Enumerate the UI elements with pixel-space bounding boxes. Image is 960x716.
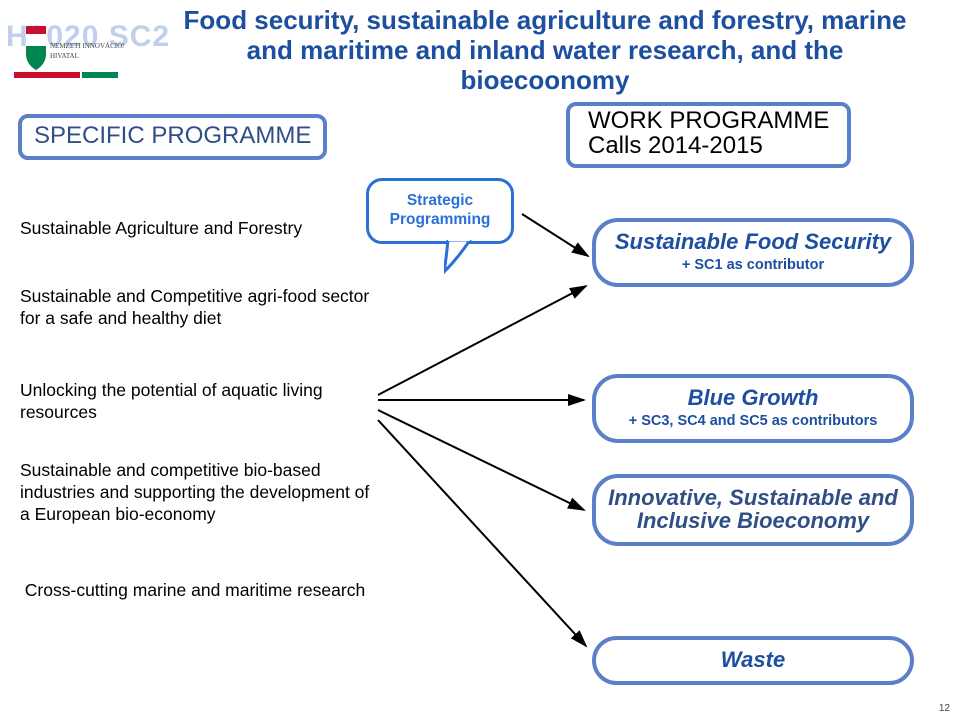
right-box-sub-1: + SC3, SC4 and SC5 as contributors: [602, 413, 904, 429]
right-box-title-0: Sustainable Food Security: [602, 230, 904, 253]
strategic-programming-callout: Strategic Programming: [366, 178, 514, 244]
work-programme-line2: Calls 2014-2015: [588, 133, 829, 158]
right-box-title-3: Waste: [602, 648, 904, 671]
right-box-2: Innovative, Sustainable and Inclusive Bi…: [592, 474, 914, 546]
logo-text-2: HIVATAL: [50, 52, 79, 60]
left-item-2: Unlocking the potential of aquatic livin…: [20, 380, 370, 424]
left-item-1: Sustainable and Competitive agri-food se…: [20, 286, 370, 330]
right-box-title-1: Blue Growth: [602, 386, 904, 409]
left-item-0: Sustainable Agriculture and Forestry: [20, 218, 370, 240]
specific-programme-box: SPECIFIC PROGRAMME: [18, 114, 327, 160]
logo: NEMZETI INNOVÁCIÓS HIVATAL: [14, 24, 124, 96]
right-box-0: Sustainable Food Security + SC1 as contri…: [592, 218, 914, 287]
work-programme-box: WORK PROGRAMME Calls 2014-2015: [566, 102, 851, 168]
right-box-3: Waste: [592, 636, 914, 685]
callout-line2: Programming: [369, 210, 511, 229]
right-box-sub-0: + SC1 as contributor: [602, 257, 904, 273]
right-box-title-2: Innovative, Sustainable and Inclusive Bi…: [602, 486, 904, 532]
work-programme-line1: WORK PROGRAMME: [588, 108, 829, 133]
page-number: 12: [939, 703, 950, 714]
arrow-4: [378, 286, 586, 395]
arrow-3: [378, 420, 586, 646]
logo-text-1: NEMZETI INNOVÁCIÓS: [50, 42, 124, 50]
arrow-0: [522, 214, 588, 256]
callout-tail-icon: [444, 240, 474, 274]
left-item-3: Sustainable and competitive bio-based in…: [20, 460, 370, 526]
callout-line1: Strategic: [369, 191, 511, 210]
left-item-4: Cross-cutting marine and maritime resear…: [20, 580, 370, 602]
arrow-2: [378, 410, 584, 510]
right-box-1: Blue Growth + SC3, SC4 and SC5 as contrib…: [592, 374, 914, 443]
page-title: Food security, sustainable agriculture a…: [160, 6, 930, 96]
